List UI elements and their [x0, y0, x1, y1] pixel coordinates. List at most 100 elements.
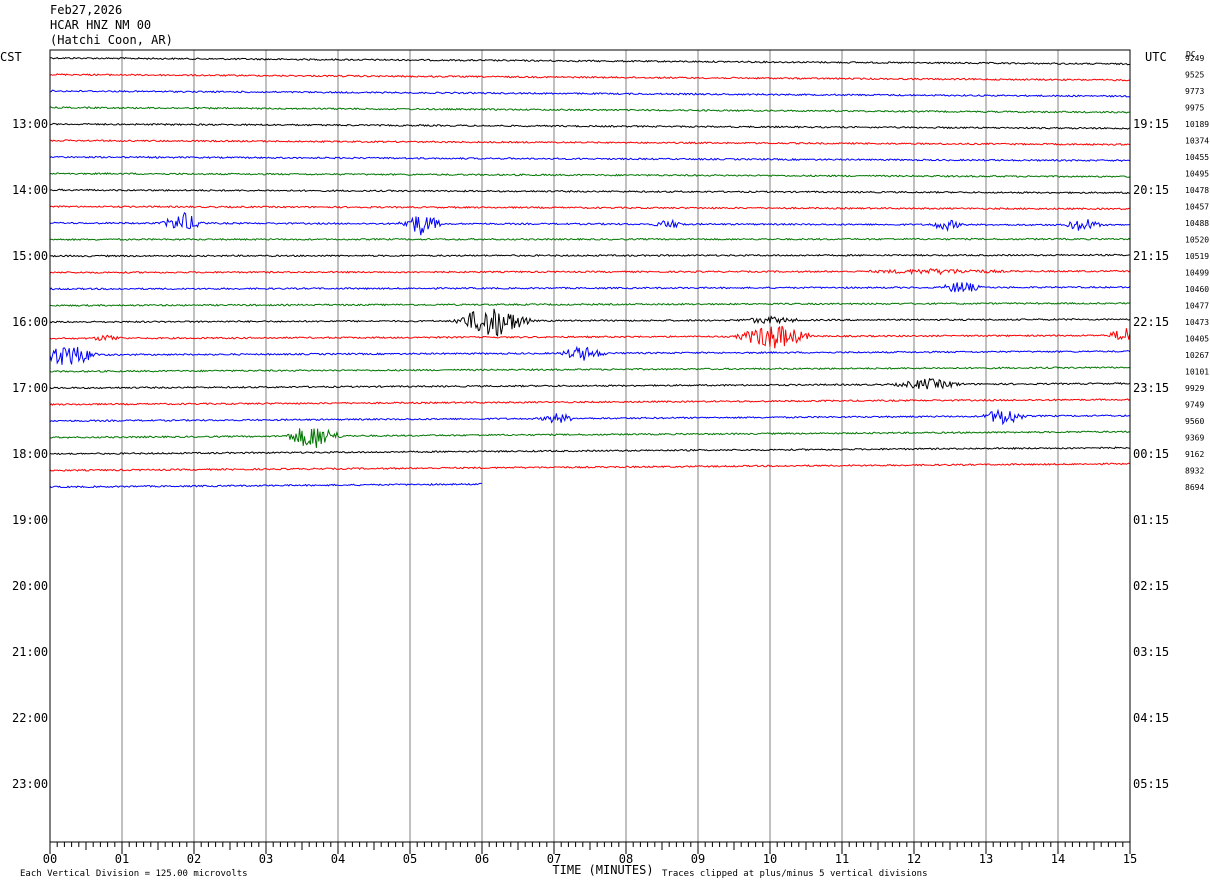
dc-offset-label: 10405: [1185, 335, 1209, 344]
dc-offset-label: 9560: [1185, 417, 1204, 426]
dc-offset-label: 8694: [1185, 483, 1204, 492]
seismic-trace: [49, 237, 1131, 242]
seismic-trace: [49, 205, 1131, 211]
seismic-trace: [49, 446, 1131, 456]
x-tick-label: 13: [979, 852, 993, 866]
seismic-trace: [49, 122, 1131, 130]
x-tick-label: 04: [331, 852, 345, 866]
seismic-trace: [49, 172, 1131, 179]
left-time-label: 13:00: [12, 117, 48, 131]
seismic-trace: [49, 377, 1131, 390]
left-time-label: 20:00: [12, 579, 48, 593]
seismic-trace: [49, 366, 1131, 373]
left-time-label: 19:00: [12, 513, 48, 527]
seismic-trace: [49, 73, 1131, 82]
right-time-label: 21:15: [1133, 249, 1169, 263]
dc-offset-label: 9975: [1185, 104, 1204, 113]
plot-frame: [49, 49, 1131, 843]
dc-offset-label: 9249: [1185, 54, 1204, 63]
seismic-trace: [49, 155, 1131, 162]
left-axis-label: CST: [0, 50, 22, 64]
right-time-label: 04:15: [1133, 711, 1169, 725]
dc-offset-label: 9749: [1185, 401, 1204, 410]
header-date: Feb27,2026: [50, 3, 123, 17]
x-tick-label: 15: [1123, 852, 1137, 866]
left-time-label: 14:00: [12, 183, 48, 197]
right-time-label: 20:15: [1133, 183, 1169, 197]
dc-offset-label: 10499: [1185, 269, 1209, 278]
x-tick-label: 12: [907, 852, 921, 866]
right-time-label: 05:15: [1133, 777, 1169, 791]
x-tick-label: 11: [835, 852, 849, 866]
vertical-grid: [49, 50, 1131, 854]
right-time-label: 00:15: [1133, 447, 1169, 461]
right-time-label: 01:15: [1133, 513, 1169, 527]
x-tick-label: 00: [43, 852, 57, 866]
left-time-label: 16:00: [12, 315, 48, 329]
dc-offset-label: 8932: [1185, 467, 1204, 476]
seismic-trace: [49, 325, 1131, 349]
seismic-trace: [49, 56, 1131, 66]
seismic-trace: [49, 482, 482, 489]
seismic-trace: [49, 398, 1131, 406]
dc-label: DC: [1186, 50, 1196, 59]
dc-offset-label: 9929: [1185, 384, 1204, 393]
dc-offset-label: 9525: [1185, 71, 1204, 80]
right-time-label: 23:15: [1133, 381, 1169, 395]
dc-offset-label: 10455: [1185, 153, 1209, 162]
left-time-label: 15:00: [12, 249, 48, 263]
header-location: (Hatchi Coon, AR): [50, 33, 173, 47]
dc-offset-label: 10267: [1185, 351, 1209, 360]
seismic-trace: [49, 106, 1131, 114]
x-tick-label: 03: [259, 852, 273, 866]
dc-offset-label: 10520: [1185, 236, 1209, 245]
x-tick-label: 02: [187, 852, 201, 866]
dc-offset-label: 10457: [1185, 203, 1209, 212]
dc-offset-label: 10189: [1185, 120, 1209, 129]
dc-offset-label: 9369: [1185, 434, 1204, 443]
footer-left-note: Each Vertical Division = 125.00 microvol…: [20, 869, 248, 879]
seismic-trace: [49, 345, 1131, 365]
seismic-trace: [49, 408, 1131, 426]
seismic-trace: [49, 462, 1131, 472]
seismic-trace: [49, 267, 1131, 276]
seismic-trace: [50, 139, 1131, 146]
header-station: HCAR HNZ NM 00: [50, 18, 152, 32]
seismic-trace: [49, 188, 1131, 195]
seismic-trace: [50, 301, 1131, 307]
x-tick-label: 06: [475, 852, 489, 866]
seismic-trace: [49, 428, 1131, 448]
dc-offset-label: 10477: [1185, 302, 1209, 311]
x-tick-label: 01: [115, 852, 129, 866]
label-group: 00 01 02 03 04 05 06 07 08 09 10 11 12 13 14 15 CST UTC DC…: [0, 50, 1209, 879]
x-tick-label: 08: [619, 852, 633, 866]
dc-offset-label: 9773: [1185, 87, 1204, 96]
x-axis-title: TIME (MINUTES): [552, 863, 653, 877]
right-time-label: 19:15: [1133, 117, 1169, 131]
left-time-label: 22:00: [12, 711, 48, 725]
dc-offset-label: 10460: [1185, 285, 1209, 294]
footer-right-note: Traces clipped at plus/minus 5 vertical …: [662, 869, 928, 879]
dc-offset-label: 9162: [1185, 450, 1204, 459]
right-time-label: 03:15: [1133, 645, 1169, 659]
left-time-label: 17:00: [12, 381, 48, 395]
x-tick-label: 09: [691, 852, 705, 866]
dc-offset-label: 10519: [1185, 252, 1209, 261]
right-time-label: 02:15: [1133, 579, 1169, 593]
dc-offset-label: 10478: [1185, 186, 1209, 195]
right-time-label: 22:15: [1133, 315, 1169, 329]
x-tick-label: 05: [403, 852, 417, 866]
left-time-label: 18:00: [12, 447, 48, 461]
dc-offset-label: 10374: [1185, 137, 1209, 146]
seismic-trace: [49, 308, 1131, 337]
x-tick-label: 07: [547, 852, 561, 866]
seismic-trace: [49, 89, 1131, 98]
left-time-label: 21:00: [12, 645, 48, 659]
dc-offset-label: 10473: [1185, 318, 1209, 327]
x-tick-label: 10: [763, 852, 777, 866]
left-time-label: 23:00: [12, 777, 48, 791]
x-tick-label: 14: [1051, 852, 1065, 866]
dc-offset-label: 10101: [1185, 368, 1209, 377]
trace-group: [49, 56, 1131, 489]
